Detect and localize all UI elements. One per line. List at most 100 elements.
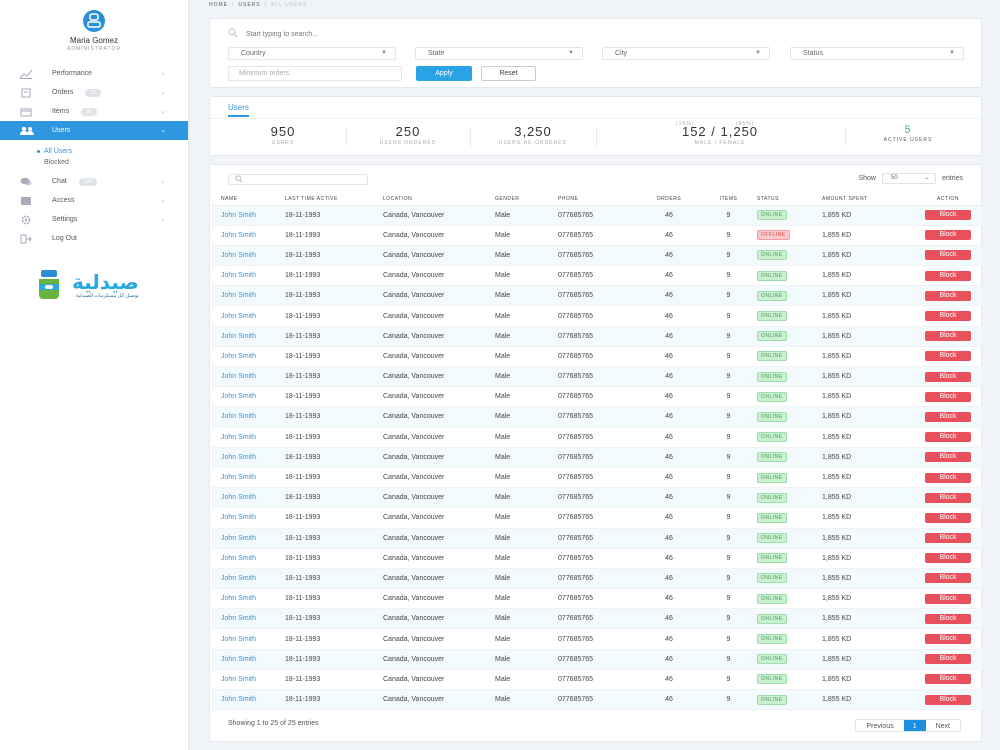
tab-users[interactable]: Users — [228, 103, 249, 117]
user-name-link[interactable]: John Smith — [212, 507, 285, 529]
block-button[interactable]: Block — [925, 613, 971, 624]
column-header[interactable]: ORDERS — [638, 194, 700, 206]
items-cell: 9 — [700, 285, 757, 307]
gender-cell: Male — [495, 406, 558, 428]
user-name-link[interactable]: John Smith — [212, 548, 285, 569]
orders-cell: 46 — [638, 447, 700, 468]
stat-value: 152 / 1,250 — [681, 124, 759, 139]
action-cell: Block — [914, 326, 982, 347]
user-name-link[interactable]: John Smith — [212, 285, 285, 307]
country-select[interactable]: Country ▼ — [228, 47, 396, 60]
divider — [470, 128, 471, 146]
user-name-link[interactable]: John Smith — [212, 669, 285, 691]
block-button[interactable]: Block — [925, 634, 971, 645]
submenu-all-users[interactable]: All Users — [37, 146, 188, 157]
last-active-cell: 18-11-1993 — [285, 608, 383, 630]
user-name-link[interactable]: John Smith — [212, 608, 285, 630]
block-button[interactable]: Block — [925, 250, 971, 261]
sidebar-item-items[interactable]: Items 88 ⌄ — [0, 102, 188, 121]
stat-users-reordered: 3,250 USERS RE-ORDERED — [488, 124, 578, 146]
sidebar-item-users[interactable]: Users ⌄ — [0, 121, 188, 140]
block-button[interactable]: Block — [925, 553, 971, 564]
column-header[interactable]: STATUS — [757, 194, 822, 206]
submenu-blocked[interactable]: Blocked — [44, 159, 69, 166]
sidebar-item-access[interactable]: Access ⌄ — [0, 191, 188, 210]
block-button[interactable]: Block — [925, 654, 971, 665]
user-name-link[interactable]: John Smith — [212, 386, 285, 408]
city-select[interactable]: City ▼ — [602, 47, 770, 60]
block-button[interactable]: Block — [925, 351, 971, 362]
user-name-link[interactable]: John Smith — [212, 689, 285, 711]
block-button[interactable]: Block — [925, 593, 971, 604]
user-name-link[interactable]: John Smith — [212, 628, 285, 650]
sidebar-item-chat[interactable]: Chat 124 ⌄ — [0, 172, 188, 191]
user-name-link[interactable]: John Smith — [212, 225, 285, 246]
state-select[interactable]: State ▼ — [415, 47, 583, 60]
sidebar-item-performance[interactable]: Performance ⌄ — [0, 64, 188, 83]
table-row: John Smith 18-11-1993 Canada, Vancouver Mal… — [212, 346, 982, 368]
search-input[interactable] — [246, 30, 546, 38]
page-size-select[interactable]: 50 ⌄ — [881, 173, 936, 184]
user-name-link[interactable]: John Smith — [212, 447, 285, 468]
user-name-link[interactable]: John Smith — [212, 326, 285, 347]
block-button[interactable]: Block — [925, 452, 971, 463]
user-name-link[interactable]: John Smith — [212, 467, 285, 489]
breadcrumb-home[interactable]: HOME — [209, 2, 228, 8]
block-button[interactable]: Block — [925, 432, 971, 443]
block-button[interactable]: Block — [925, 533, 971, 544]
sidebar-item-settings[interactable]: Settings ⌄ — [0, 210, 188, 229]
block-button[interactable]: Block — [925, 331, 971, 342]
column-header[interactable]: LOCATION — [383, 194, 495, 206]
user-name-link[interactable]: John Smith — [212, 528, 285, 549]
block-button[interactable]: Block — [925, 694, 971, 705]
status-cell: ONLINE — [757, 406, 822, 428]
previous-page-button[interactable]: Previous — [866, 723, 894, 730]
block-button[interactable]: Block — [925, 512, 971, 523]
user-name-link[interactable]: John Smith — [212, 305, 285, 327]
block-button[interactable]: Block — [925, 210, 971, 221]
column-header[interactable]: LAST TIME ACTIVE — [285, 194, 383, 206]
block-button[interactable]: Block — [925, 290, 971, 301]
user-name-link[interactable]: John Smith — [212, 346, 285, 368]
reset-button[interactable]: Reset — [481, 66, 536, 81]
sidebar-item-logout[interactable]: Log Out — [0, 229, 188, 248]
column-header[interactable]: AMOUNT SPENT — [822, 194, 914, 206]
user-name-link[interactable]: John Smith — [212, 568, 285, 590]
sidebar-item-label: Users — [52, 127, 71, 134]
user-name-link[interactable]: John Smith — [212, 366, 285, 388]
column-header[interactable]: GENDER — [495, 194, 558, 206]
user-name-link[interactable]: John Smith — [212, 588, 285, 610]
block-button[interactable]: Block — [925, 573, 971, 584]
block-button[interactable]: Block — [925, 270, 971, 281]
block-button[interactable]: Block — [925, 472, 971, 483]
column-header[interactable]: NAME — [212, 194, 285, 206]
avatar[interactable] — [83, 10, 105, 32]
minimum-orders-input[interactable]: Minimum orders — [228, 66, 402, 81]
block-button[interactable]: Block — [925, 411, 971, 422]
location-cell: Canada, Vancouver — [383, 326, 495, 347]
next-page-button[interactable]: Next — [935, 723, 950, 730]
page-1-button[interactable]: 1 — [903, 720, 926, 731]
user-name-link[interactable]: John Smith — [212, 427, 285, 448]
table-search-input[interactable] — [228, 174, 368, 185]
column-header[interactable]: ACTION — [914, 194, 982, 206]
user-name-link[interactable]: John Smith — [212, 245, 285, 267]
block-button[interactable]: Block — [925, 674, 971, 685]
action-cell: Block — [914, 447, 982, 468]
user-name-link[interactable]: John Smith — [212, 487, 285, 509]
block-button[interactable]: Block — [925, 371, 971, 382]
block-button[interactable]: Block — [925, 311, 971, 322]
breadcrumb-users[interactable]: USERS — [238, 2, 261, 8]
user-name-link[interactable]: John Smith — [212, 649, 285, 670]
block-button[interactable]: Block — [925, 391, 971, 402]
column-header[interactable]: PHONE — [558, 194, 638, 206]
column-header[interactable]: ITEMS — [700, 194, 757, 206]
user-name-link[interactable]: John Smith — [212, 205, 285, 226]
user-name-link[interactable]: John Smith — [212, 265, 285, 287]
apply-button[interactable]: Apply — [416, 66, 472, 81]
block-button[interactable]: Block — [925, 492, 971, 503]
block-button[interactable]: Block — [925, 230, 971, 241]
sidebar-item-orders[interactable]: Orders 12 ⌄ — [0, 83, 188, 102]
user-name-link[interactable]: John Smith — [212, 406, 285, 428]
status-select[interactable]: Status ▼ — [790, 47, 964, 60]
